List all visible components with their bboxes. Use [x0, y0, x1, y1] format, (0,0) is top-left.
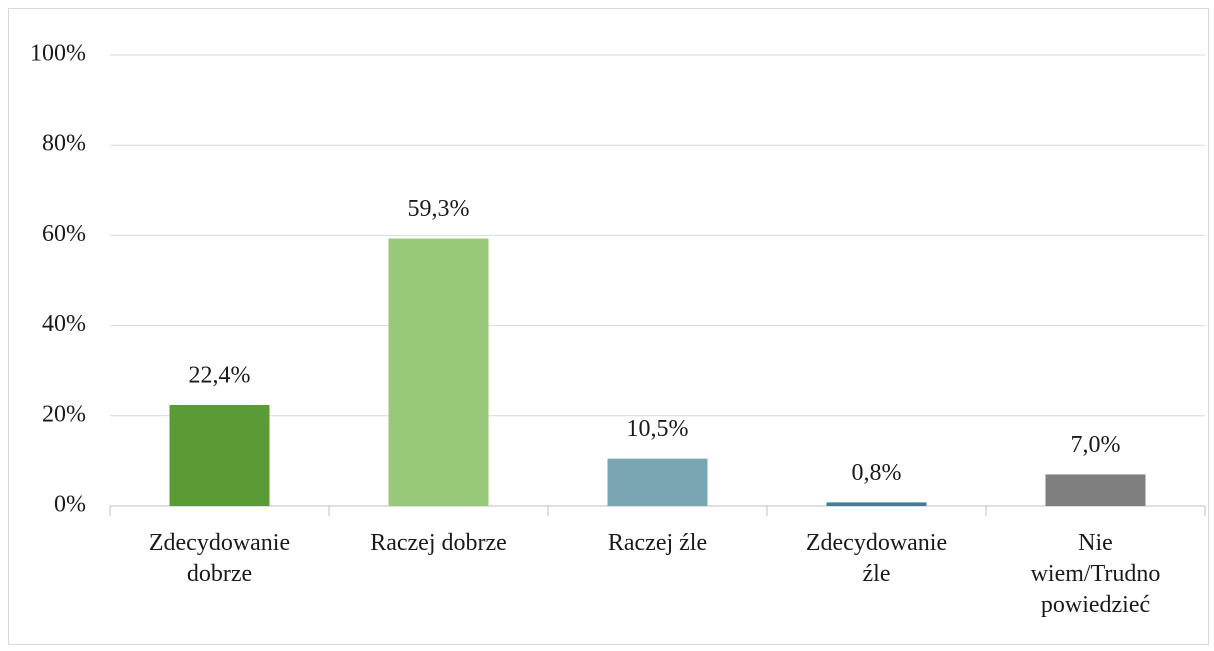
- bar: [169, 404, 270, 506]
- data-label: 59,3%: [408, 196, 470, 222]
- chart-border: [8, 8, 1209, 645]
- y-tick-label: 20%: [42, 401, 86, 427]
- x-tick-label: Zdecydowanie źle: [805, 530, 948, 587]
- bar: [826, 502, 927, 506]
- data-label: 10,5%: [627, 416, 689, 442]
- y-tick-label: 40%: [42, 311, 86, 337]
- x-tick-label: Raczej dobrze: [370, 530, 507, 556]
- bar: [1045, 474, 1146, 506]
- bar: [607, 458, 708, 506]
- data-label: 22,4%: [189, 362, 251, 388]
- data-label: 7,0%: [1071, 432, 1121, 458]
- data-label: 0,8%: [852, 460, 902, 486]
- y-tick-label: 80%: [42, 131, 86, 157]
- y-tick-label: 60%: [42, 221, 86, 247]
- bar: [388, 238, 489, 506]
- x-tick-label: Raczej źle: [607, 530, 708, 556]
- y-tick-label: 0%: [54, 492, 86, 518]
- x-tick-label: Nie wiem/Trudno powiedzieć: [1030, 530, 1161, 618]
- y-tick-label: 100%: [30, 41, 86, 67]
- x-tick-label: Zdecydowanie dobrze: [148, 530, 291, 587]
